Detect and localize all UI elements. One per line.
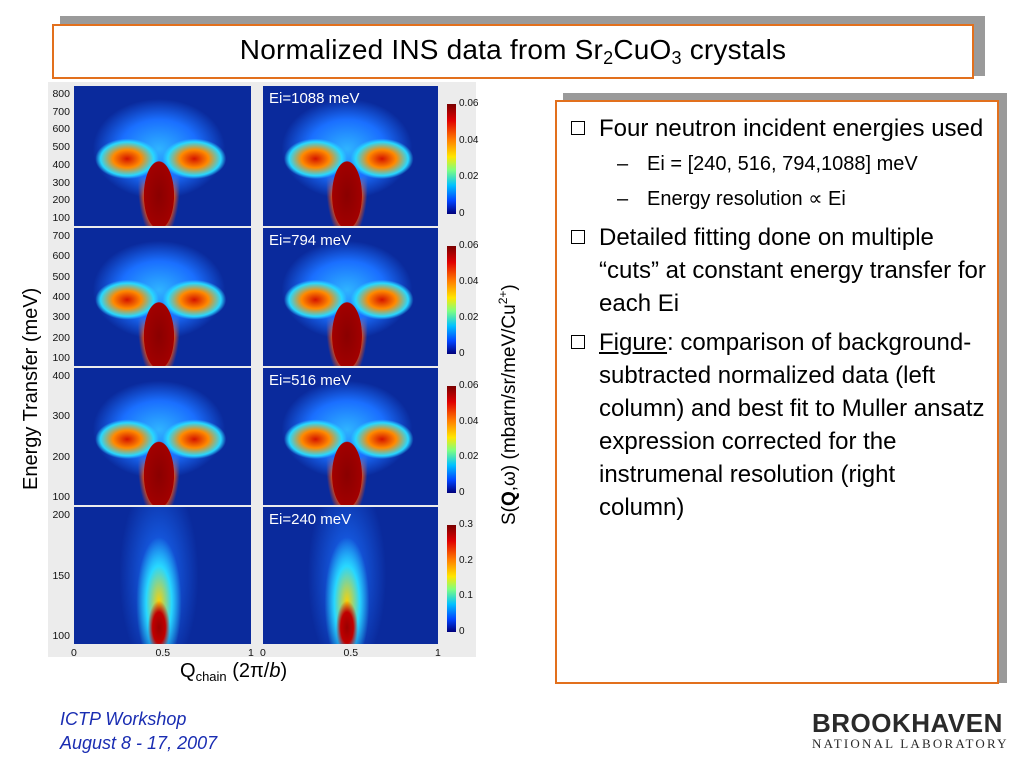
x-tick-label: 0 — [71, 647, 77, 659]
colorbar-tick-label: 0.02 — [459, 171, 479, 183]
y-tick-label: 600 — [52, 123, 70, 136]
y-tick-label: 400 — [52, 158, 70, 171]
y-tick-label: 300 — [52, 311, 70, 324]
y-tick-label: 500 — [52, 270, 70, 283]
colorbar-tick-label: 0.02 — [459, 451, 479, 463]
y-tick-label: 200 — [52, 194, 70, 207]
bullet-textbox: Four neutron incident energies used – Ei … — [555, 100, 999, 684]
ei-label: Ei=1088 meV — [269, 90, 360, 107]
logo-wordmark: BROOKHAVEN — [812, 708, 1003, 738]
fit-panel-right: Ei=1088 meV — [263, 86, 438, 226]
y-axis-label-left: Energy Transfer (meV) — [20, 287, 42, 490]
x-tick-label: 0.5 — [155, 647, 171, 659]
y-tick-label: 400 — [52, 370, 70, 382]
page-title: Normalized INS data from Sr2CuO3 crystal… — [239, 34, 787, 68]
footer-event: ICTP Workshop — [60, 709, 187, 729]
y-tick-label: 300 — [52, 176, 70, 189]
colorbar — [447, 386, 456, 493]
colorbar-tick-label: 0.1 — [459, 590, 473, 602]
colorbar-tick-label: 0.02 — [459, 312, 479, 323]
footer-dates: August 8 - 17, 2007 — [60, 733, 218, 753]
colorbar — [447, 104, 456, 214]
y-tick-label: 600 — [52, 250, 70, 263]
colorbar — [447, 525, 456, 632]
y-tick-label: 100 — [52, 630, 70, 642]
ei-label: Ei=516 meV — [269, 372, 352, 389]
data-panel-left — [74, 86, 251, 226]
colorbar-tick-label: 0.06 — [459, 380, 479, 391]
colorbar-tick-label: 0.3 — [459, 519, 473, 530]
y-tick-label: 800 — [52, 88, 70, 100]
fit-panel-right: Ei=794 meV — [263, 228, 438, 366]
y-tick-label: 400 — [52, 291, 70, 303]
y-tick-label: 200 — [52, 331, 70, 344]
y-tick-label: 300 — [52, 410, 70, 423]
data-panel-left — [74, 228, 251, 366]
colorbar-tick-label: 0.04 — [459, 276, 479, 287]
x-tick-label: 1 — [435, 647, 441, 659]
y-tick-label: 700 — [52, 105, 70, 118]
checkbox-bullet-icon — [571, 335, 585, 349]
bullet-item: Figure: comparison of background-subtrac… — [567, 326, 987, 524]
data-panel-left — [74, 368, 251, 505]
x-tick-label: 0 — [260, 647, 266, 659]
colorbar-tick-label: 0.04 — [459, 415, 479, 427]
colorbar-tick-label: 0 — [459, 348, 465, 359]
y-tick-label: 500 — [52, 141, 70, 154]
bullet-item: Detailed fitting done on multiple “cuts”… — [567, 221, 987, 320]
bullet-item: Four neutron incident energies used — [567, 112, 987, 145]
colorbar-tick-label: 0 — [459, 487, 465, 498]
colorbar-tick-label: 0.06 — [459, 98, 479, 109]
y-axis-label-right: S(Q,ω) (mbarn/sr/meV/Cu2+) — [496, 284, 520, 525]
logo-subtitle: NATIONAL LABORATORY — [812, 736, 1009, 751]
brookhaven-logo: BROOKHAVEN NATIONAL LABORATORY — [812, 708, 1012, 752]
sub-bullet-item: – Energy resolution ∝ Ei — [617, 188, 846, 210]
y-tick-label: 100 — [52, 352, 70, 364]
y-tick-label: 150 — [52, 569, 70, 582]
y-tick-label: 700 — [52, 230, 70, 242]
colorbar-tick-label: 0.2 — [459, 554, 473, 566]
fit-panel-right: Ei=240 meV — [263, 507, 438, 644]
fit-panel-right: Ei=516 meV — [263, 368, 438, 505]
colorbar-tick-label: 0.04 — [459, 134, 479, 146]
colorbar — [447, 246, 456, 354]
colorbar-tick-label: 0 — [459, 208, 465, 219]
footer: ICTP Workshop August 8 - 17, 2007 — [60, 707, 217, 755]
data-panel-left — [74, 507, 251, 644]
title-box: Normalized INS data from Sr2CuO3 crystal… — [52, 24, 974, 79]
colorbar-tick-label: 0 — [459, 626, 465, 637]
ei-label: Ei=240 meV — [269, 511, 352, 528]
ei-label: Ei=794 meV — [269, 232, 352, 249]
y-tick-label: 100 — [52, 491, 70, 503]
checkbox-bullet-icon — [571, 230, 585, 244]
colorbar-tick-label: 0.06 — [459, 240, 479, 251]
y-tick-label: 200 — [52, 509, 70, 521]
y-tick-label: 200 — [52, 450, 70, 463]
x-tick-label: 0.5 — [343, 647, 359, 659]
x-axis-label: Qchain (2π/b) — [180, 660, 288, 684]
checkbox-bullet-icon — [571, 121, 585, 135]
x-tick-label: 1 — [248, 647, 254, 659]
sub-bullet-item: – Ei = [240, 516, 794,1088] meV — [617, 153, 918, 175]
y-tick-label: 100 — [52, 212, 70, 224]
